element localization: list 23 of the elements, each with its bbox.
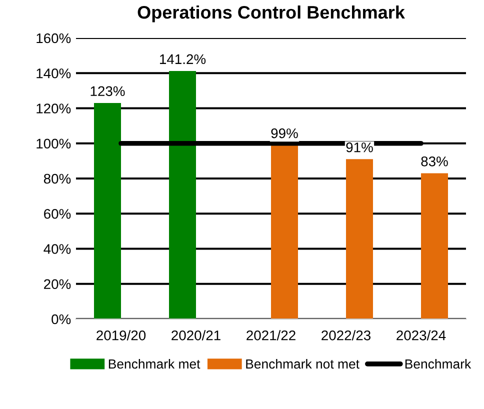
- data-label: 123%: [90, 86, 125, 96]
- x-tick-label: 2023/24: [396, 330, 446, 340]
- y-tick-label: 0%: [52, 314, 71, 324]
- x-tick-label: 2019/20: [96, 330, 146, 340]
- legend-label: Benchmark: [405, 358, 472, 369]
- y-tick-label: 80%: [44, 174, 71, 184]
- y-tick-label: 40%: [44, 244, 71, 254]
- data-label: 83%: [421, 156, 448, 166]
- y-tick-label: 100%: [36, 138, 71, 149]
- x-tick-label: 2020/21: [172, 330, 220, 340]
- chart-title: Operations Control Benchmark: [138, 5, 405, 22]
- data-label: 99%: [271, 128, 298, 138]
- data-label: 141.2%: [160, 54, 206, 64]
- y-tick-label: 140%: [36, 68, 71, 78]
- data-label: 91%: [346, 142, 373, 152]
- y-tick-label: 20%: [44, 279, 71, 290]
- y-tick-label: 160%: [36, 33, 71, 44]
- legend-label: Benchmark not met: [246, 358, 360, 369]
- y-tick-label: 60%: [44, 208, 71, 219]
- x-tick-label: 2021/22: [246, 330, 296, 340]
- y-tick-label: 120%: [36, 104, 71, 114]
- x-tick-label: 2022/23: [322, 330, 370, 340]
- legend-label: Benchmark met: [108, 358, 200, 369]
